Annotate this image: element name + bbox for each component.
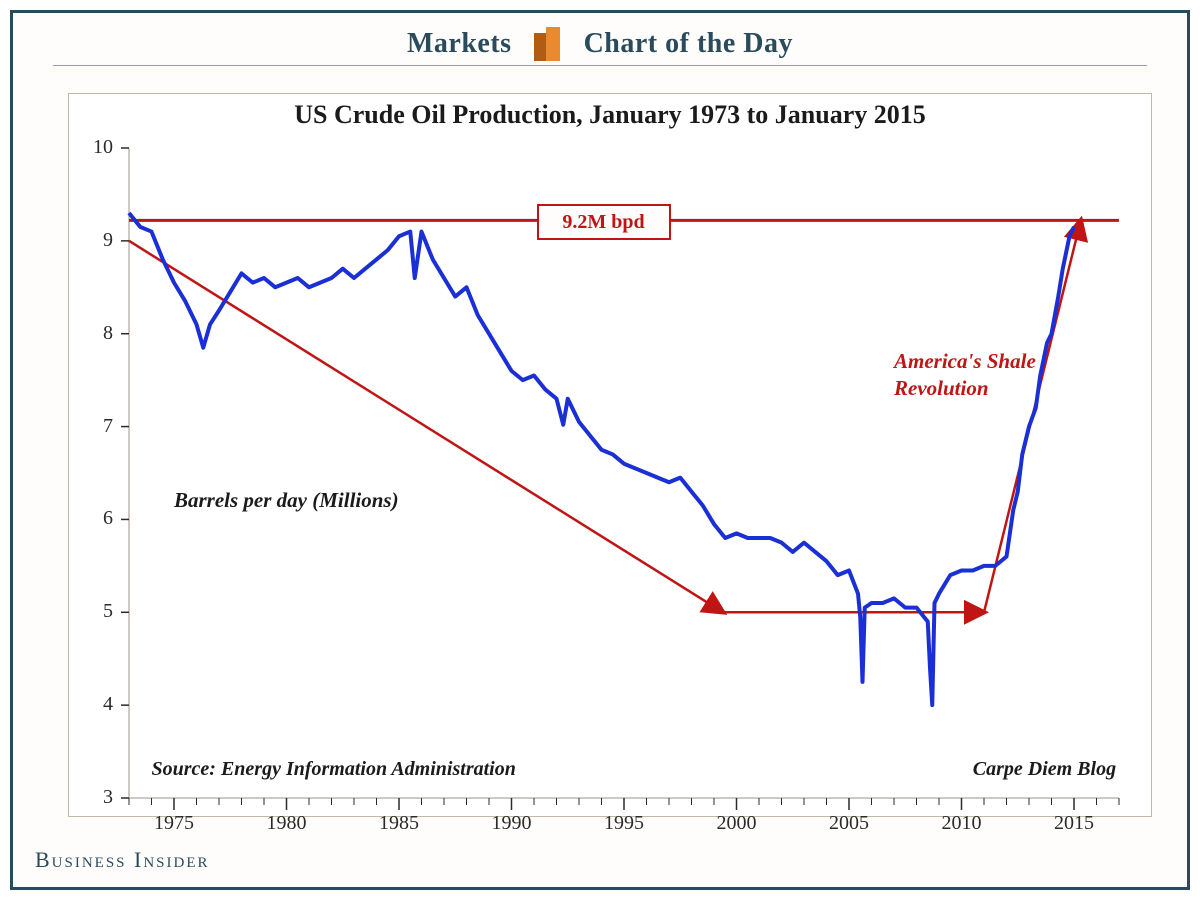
y-tick-label: 7 — [79, 415, 113, 438]
x-tick-label: 1995 — [596, 812, 652, 835]
y-tick-label: 4 — [79, 693, 113, 716]
y-tick-label: 8 — [79, 322, 113, 345]
x-tick-label: 2010 — [934, 812, 990, 835]
reference-callout-text: 9.2M bpd — [562, 211, 644, 233]
x-tick-label: 1975 — [146, 812, 202, 835]
x-tick-label: 2005 — [821, 812, 877, 835]
y-tick-label: 9 — [79, 229, 113, 252]
reference-callout: 9.2M bpd — [537, 204, 671, 240]
outer-frame: Markets Chart of the Day US Crude Oil Pr… — [10, 10, 1190, 890]
header-rule — [53, 65, 1147, 66]
y-tick-label: 3 — [79, 786, 113, 809]
x-tick-label: 1985 — [371, 812, 427, 835]
y-tick-label: 5 — [79, 600, 113, 623]
x-tick-label: 2000 — [709, 812, 765, 835]
annotation-shale-revolution: America's Shale Revolution — [894, 348, 1036, 403]
x-tick-label: 1990 — [484, 812, 540, 835]
bar-chart-icon — [530, 27, 566, 61]
annotation-y-axis-label: Barrels per day (Millions) — [174, 487, 399, 514]
brand-label: Business Insider — [35, 847, 210, 873]
chart-source: Source: Energy Information Administratio… — [152, 756, 516, 782]
trend-arrow — [129, 241, 723, 612]
x-tick-label: 1980 — [259, 812, 315, 835]
production-line — [129, 213, 1074, 705]
plot-area: 9.2M bpd Barrels per day (Millions) Amer… — [129, 148, 1119, 798]
y-tick-label: 10 — [79, 136, 113, 159]
y-tick-label: 6 — [79, 507, 113, 530]
header-left: Markets — [407, 28, 512, 60]
header-right: Chart of the Day — [584, 28, 793, 60]
chart-container: US Crude Oil Production, January 1973 to… — [68, 93, 1152, 817]
chart-title: US Crude Oil Production, January 1973 to… — [69, 94, 1151, 130]
series-layer — [129, 148, 1119, 798]
chart-attribution: Carpe Diem Blog — [973, 756, 1116, 782]
x-tick-label: 2015 — [1046, 812, 1102, 835]
header: Markets Chart of the Day — [13, 13, 1187, 65]
